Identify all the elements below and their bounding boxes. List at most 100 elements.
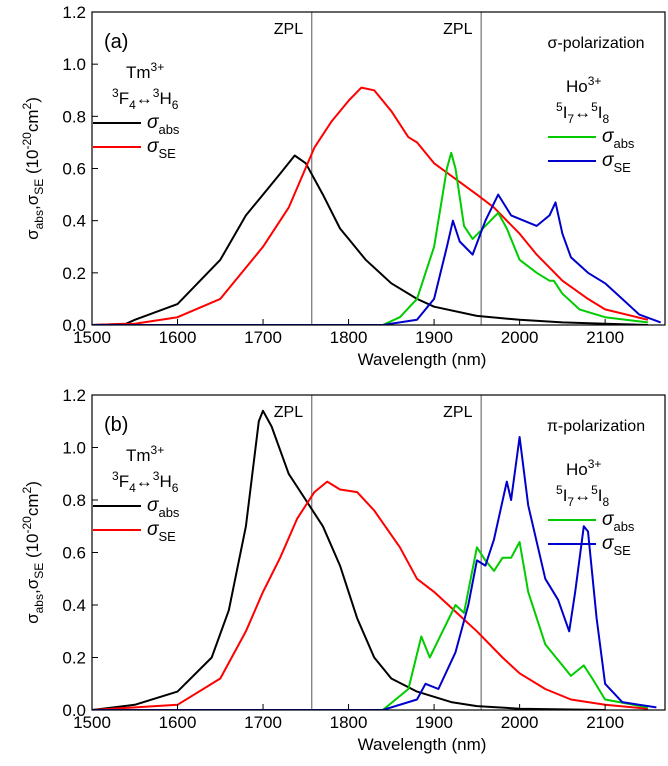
text-part: ↔ bbox=[574, 486, 591, 505]
text-part: 3+ bbox=[151, 443, 165, 457]
text-part: 3+ bbox=[588, 74, 602, 88]
y-tick-label: 0.0 bbox=[62, 701, 86, 720]
y-tick-label: 0.4 bbox=[62, 212, 86, 231]
y-tick-label: 0.6 bbox=[62, 160, 86, 179]
legend-label: σSE bbox=[602, 533, 631, 558]
y-tick-label: 0.8 bbox=[62, 107, 86, 126]
plot-area bbox=[92, 86, 662, 325]
text-part: ZPL bbox=[274, 21, 303, 38]
text-part: ,σ bbox=[23, 194, 42, 210]
text-part: (10 bbox=[23, 533, 42, 562]
y-tick-label: 0.4 bbox=[62, 596, 86, 615]
series-line bbox=[92, 154, 648, 325]
legend-subscript: abs bbox=[613, 136, 634, 151]
series-line bbox=[92, 151, 649, 325]
series-line bbox=[92, 193, 662, 325]
legend-label: σabs bbox=[602, 126, 635, 151]
text-part: 3+ bbox=[151, 60, 165, 74]
annotation: 5I7↔5I8 bbox=[556, 483, 610, 509]
text-part: 3 bbox=[153, 86, 160, 100]
legend-subscript: abs bbox=[613, 519, 634, 534]
x-tick-label: 2100 bbox=[586, 713, 624, 732]
text-part: ↔ bbox=[574, 103, 591, 122]
legend-symbol: σ bbox=[147, 495, 160, 516]
x-tick-label: 1700 bbox=[244, 328, 282, 347]
legend-symbol: σ bbox=[147, 112, 160, 133]
annotation: Ho3+ bbox=[566, 457, 601, 479]
text-part: SE bbox=[32, 563, 46, 579]
text-part: -20 bbox=[20, 132, 34, 150]
text-part: 5 bbox=[591, 100, 598, 114]
legend-subscript: SE bbox=[158, 529, 176, 544]
annotation: (a) bbox=[104, 31, 128, 53]
text-part: Ho bbox=[566, 77, 588, 96]
text-part: ↔ bbox=[136, 89, 153, 108]
text-part: σ-polarization bbox=[547, 35, 644, 52]
text-part: π-polarization bbox=[547, 418, 645, 435]
text-part: 5 bbox=[556, 100, 563, 114]
text-part: 7 bbox=[567, 495, 574, 509]
x-tick-label: 1600 bbox=[159, 328, 197, 347]
text-part: 3+ bbox=[588, 457, 602, 471]
legend-subscript: SE bbox=[613, 160, 631, 175]
text-part: ,σ bbox=[23, 578, 42, 594]
legend-symbol: σ bbox=[602, 509, 615, 530]
series-line bbox=[92, 409, 606, 710]
text-part: -20 bbox=[20, 516, 34, 534]
text-part: 3 bbox=[112, 86, 119, 100]
text-part: abs bbox=[32, 210, 46, 229]
x-tick-label: 1500 bbox=[73, 713, 111, 732]
text-part: ZPL bbox=[443, 21, 472, 38]
x-tick-label: 1500 bbox=[73, 328, 111, 347]
legend-label: σSE bbox=[602, 150, 631, 175]
legend-subscript: SE bbox=[158, 146, 176, 161]
text-part: I bbox=[598, 486, 603, 505]
annotation: π-polarization bbox=[547, 418, 645, 435]
text-part: I bbox=[563, 486, 568, 505]
text-part: ZPL bbox=[443, 404, 472, 421]
text-part: H bbox=[159, 89, 171, 108]
text-part: ) bbox=[23, 481, 42, 487]
text-part: ) bbox=[23, 97, 42, 103]
text-part: σ bbox=[23, 229, 42, 240]
series-line bbox=[92, 480, 648, 710]
legend-subscript: abs bbox=[158, 122, 179, 137]
text-part: H bbox=[159, 472, 171, 491]
annotation: 5I7↔5I8 bbox=[556, 100, 610, 126]
text-part: 3 bbox=[153, 469, 160, 483]
x-tick-label: 1800 bbox=[330, 713, 368, 732]
text-part: abs bbox=[32, 594, 46, 613]
annotation: Tm3+ bbox=[126, 60, 164, 82]
annotation: (b) bbox=[104, 414, 128, 436]
annotation: Tm3+ bbox=[126, 443, 164, 465]
text-part: 2 bbox=[20, 102, 34, 109]
text-part: 6 bbox=[172, 98, 179, 112]
text-part: F bbox=[119, 89, 129, 108]
y-tick-label: 1.0 bbox=[62, 55, 86, 74]
y-tick-label: 0.8 bbox=[62, 491, 86, 510]
annotation: ZPL bbox=[274, 404, 303, 421]
legend-symbol: σ bbox=[602, 533, 615, 554]
text-part: 3 bbox=[112, 469, 119, 483]
text-part: 6 bbox=[172, 481, 179, 495]
text-part: σ bbox=[23, 613, 42, 624]
text-part: 7 bbox=[567, 112, 574, 126]
text-part: Tm bbox=[126, 63, 151, 82]
text-part: Ho bbox=[566, 460, 588, 479]
legend-label: σSE bbox=[147, 136, 176, 161]
text-part: I bbox=[563, 103, 568, 122]
y-tick-label: 0.2 bbox=[62, 264, 86, 283]
legend-subscript: abs bbox=[158, 505, 179, 520]
text-part: SE bbox=[32, 179, 46, 195]
annotation: ZPL bbox=[443, 21, 472, 38]
y-tick-label: 1.0 bbox=[62, 439, 86, 458]
y-tick-label: 0.0 bbox=[62, 316, 86, 335]
legend-symbol: σ bbox=[147, 519, 160, 540]
text-part: (b) bbox=[104, 414, 128, 436]
text-part: ↔ bbox=[136, 472, 153, 491]
x-tick-label: 1800 bbox=[330, 328, 368, 347]
text-part: (10 bbox=[23, 149, 42, 178]
text-part: I bbox=[598, 103, 603, 122]
legend-label: σabs bbox=[147, 495, 180, 520]
